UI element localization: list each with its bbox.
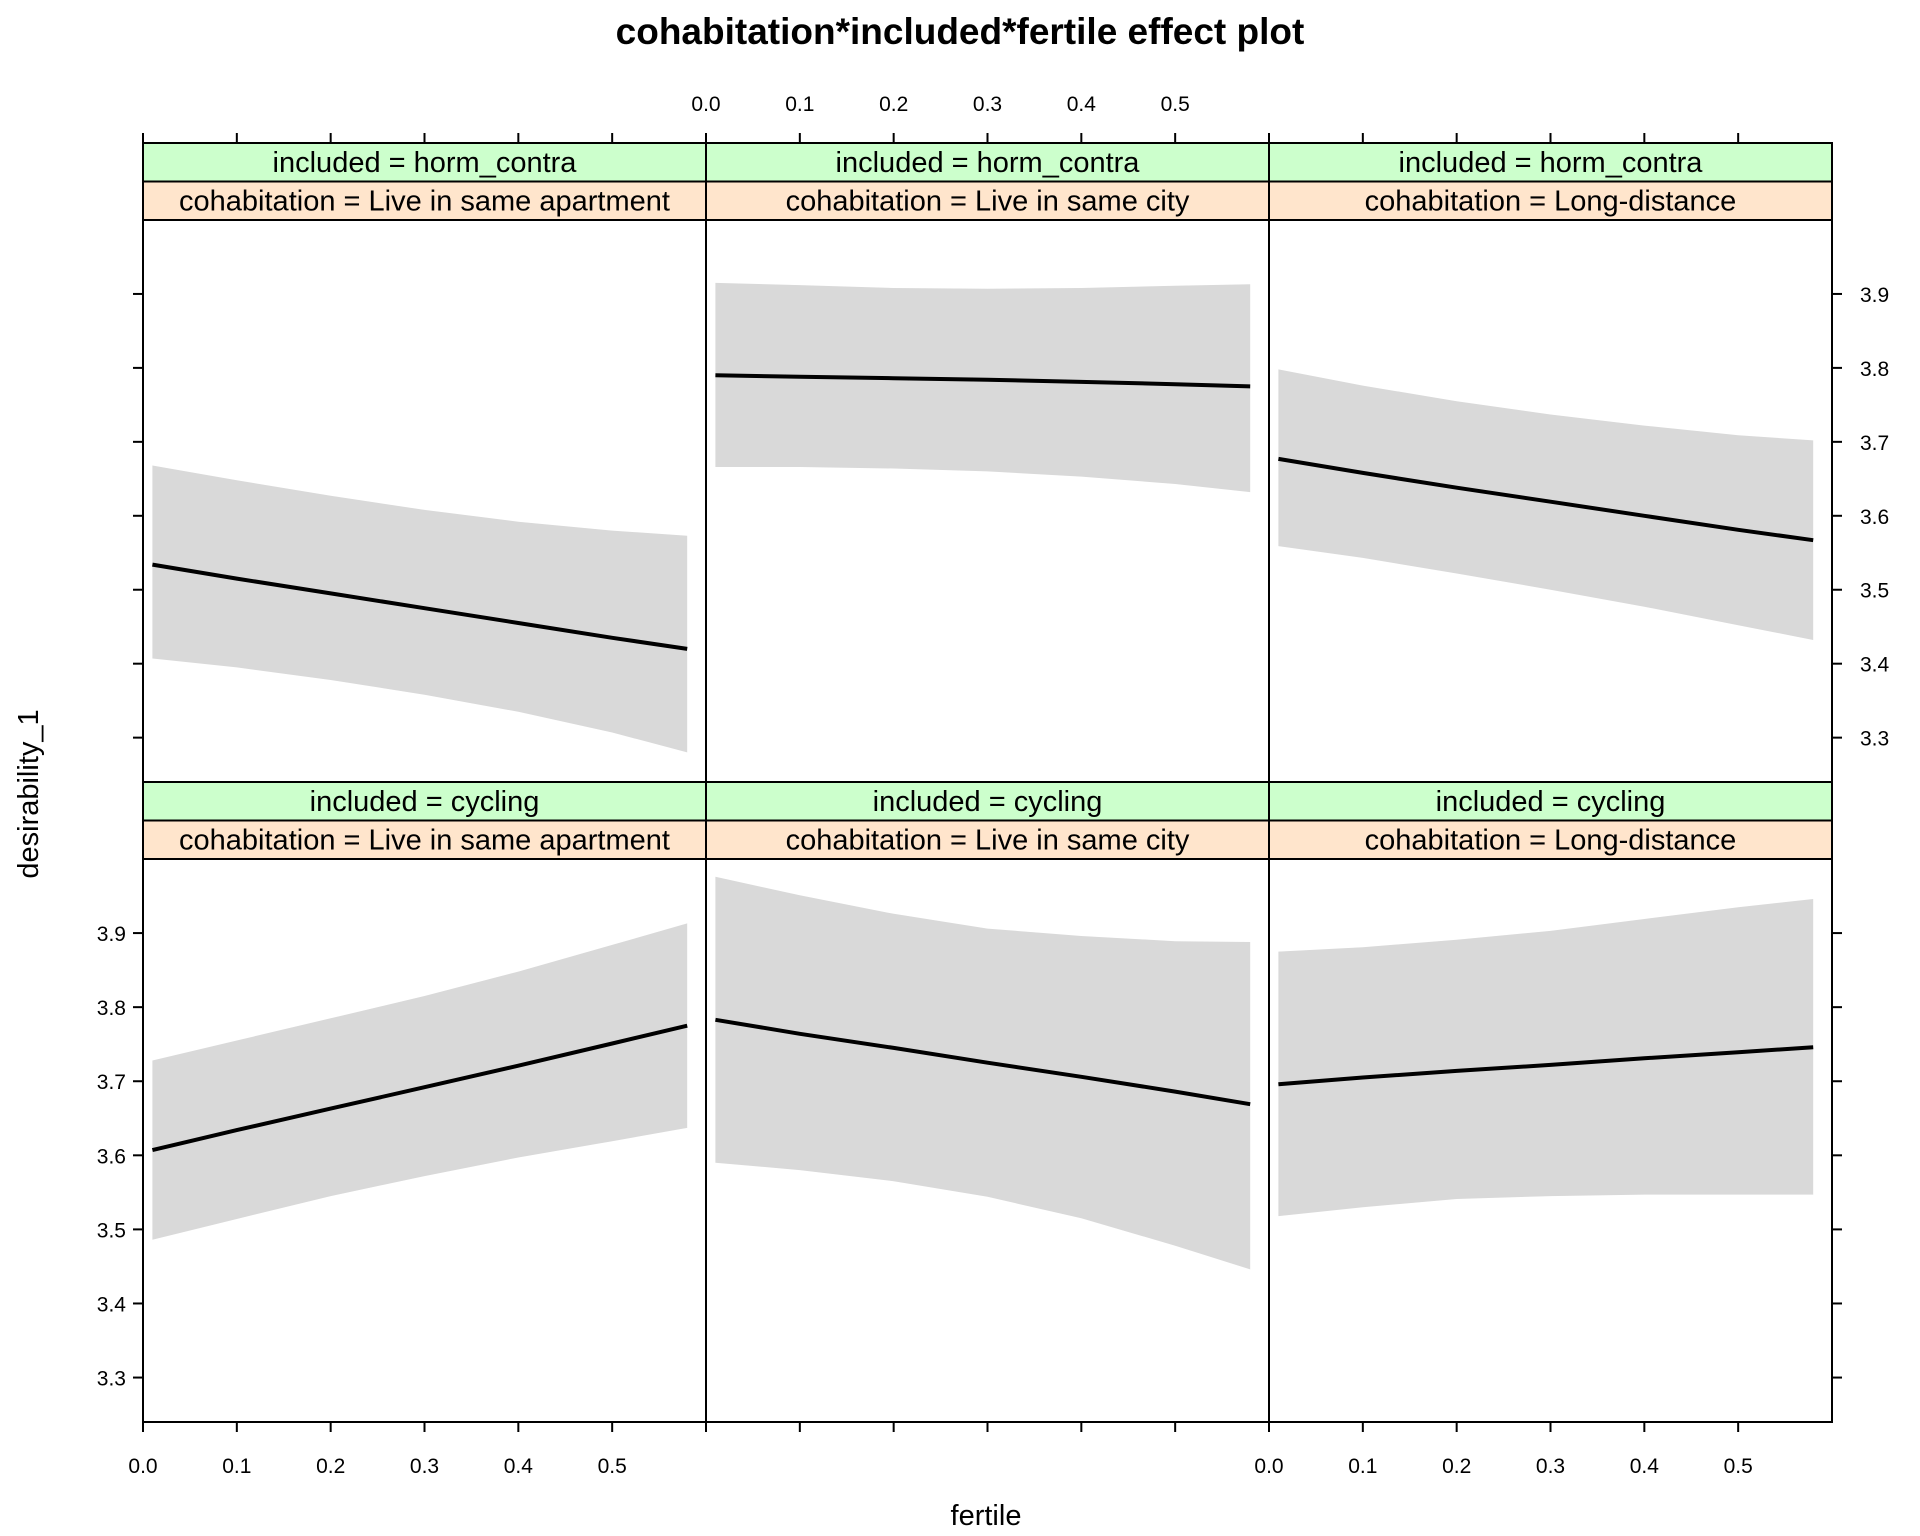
y-tick-label-left: 3.3 bbox=[97, 1368, 126, 1391]
y-tick-label-left: 3.4 bbox=[97, 1293, 127, 1316]
panel-2: included = horm_contra cohabitation = Liv… bbox=[705, 142, 1270, 783]
strip-included bbox=[1268, 142, 1833, 183]
x-tick-label-bottom: 0.2 bbox=[1442, 1455, 1471, 1478]
strip-cohabitation-label: cohabitation = Long-distance bbox=[1365, 825, 1737, 857]
y-tick-label-right: 3.9 bbox=[1860, 284, 1889, 307]
y-tick-label-right: 3.7 bbox=[1860, 432, 1889, 455]
x-tick-label-bottom: 0.5 bbox=[1724, 1455, 1753, 1478]
x-tick-label-bottom: 0.3 bbox=[1536, 1455, 1565, 1478]
strip-included-label: included = horm_contra bbox=[273, 147, 578, 179]
y-tick-label-left: 3.7 bbox=[97, 1071, 126, 1094]
x-tick-label-bottom: 0.0 bbox=[128, 1455, 157, 1478]
fit-line bbox=[715, 373, 1251, 389]
x-tick-label-top: 0.4 bbox=[1067, 93, 1097, 116]
strip-cohabitation-label: cohabitation = Long-distance bbox=[1365, 186, 1737, 218]
fit-line bbox=[152, 562, 688, 651]
strip-cohabitation bbox=[705, 819, 1270, 860]
y-tick-label-right: 3.8 bbox=[1860, 358, 1889, 381]
x-axis-label: fertile bbox=[951, 1500, 1022, 1532]
strip-included-label: included = horm_contra bbox=[1399, 147, 1704, 179]
fit-line bbox=[715, 1017, 1251, 1107]
x-tick-label-bottom: 0.2 bbox=[316, 1455, 345, 1478]
x-tick-label-top: 0.3 bbox=[973, 93, 1002, 116]
strip-cohabitation-label: cohabitation = Live in same city bbox=[786, 186, 1190, 218]
panel-5: included = cycling cohabitation = Live in… bbox=[705, 781, 1270, 1423]
y-tick-label-right: 3.3 bbox=[1860, 728, 1889, 751]
y-tick-label-right: 3.5 bbox=[1860, 580, 1889, 603]
panels-group: included = horm_contra cohabitation = Liv… bbox=[142, 142, 1833, 1423]
y-axis-label: desirability_1 bbox=[13, 709, 45, 878]
y-tick-label-right: 3.4 bbox=[1860, 654, 1890, 677]
y-tick-label-right: 3.6 bbox=[1860, 506, 1889, 529]
confidence-band bbox=[715, 876, 1251, 1270]
x-tick-label-bottom: 0.5 bbox=[598, 1455, 627, 1478]
y-tick-label-left: 3.8 bbox=[97, 997, 126, 1020]
strip-included-label: included = horm_contra bbox=[836, 147, 1141, 179]
x-tick-label-top: 0.5 bbox=[1161, 93, 1190, 116]
fit-line bbox=[1278, 456, 1814, 543]
y-tick-label-left: 3.5 bbox=[97, 1219, 126, 1242]
fit-line bbox=[151, 1023, 688, 1153]
panel-4: included = cycling cohabitation = Live in… bbox=[142, 781, 707, 1423]
panel-6: included = cycling cohabitation = Long-di… bbox=[1268, 781, 1833, 1423]
x-tick-label-bottom: 0.4 bbox=[504, 1455, 534, 1478]
strip-cohabitation-label: cohabitation = Live in same apartment bbox=[179, 186, 670, 218]
panel-1: included = horm_contra cohabitation = Liv… bbox=[142, 142, 707, 783]
confidence-band bbox=[152, 923, 688, 1240]
fit-line bbox=[1278, 1045, 1814, 1087]
chart-title: cohabitation*included*fertile effect plo… bbox=[616, 11, 1305, 52]
confidence-band bbox=[1278, 899, 1814, 1217]
x-tick-label-bottom: 0.4 bbox=[1630, 1455, 1660, 1478]
x-tick-label-bottom: 0.0 bbox=[1254, 1455, 1283, 1478]
axes-group: 0.0 0.1 0.2 0.3 0.4 0.5 0.0 0.1 0.2 0.3 0.4 0.5 0.0 0… bbox=[97, 93, 1890, 1478]
strip-cohabitation-label: cohabitation = Live in same city bbox=[786, 825, 1190, 857]
x-tick-label-top: 0.2 bbox=[879, 93, 908, 116]
strip-included-label: included = cycling bbox=[1436, 786, 1666, 818]
panel-3: included = horm_contra cohabitation = Lon… bbox=[1268, 142, 1833, 783]
confidence-band bbox=[1278, 369, 1814, 640]
x-tick-label-top: 0.0 bbox=[691, 93, 720, 116]
y-tick-label-left: 3.6 bbox=[97, 1145, 126, 1168]
strip-cohabitation bbox=[705, 180, 1270, 221]
strip-cohabitation-label: cohabitation = Live in same apartment bbox=[179, 825, 670, 857]
y-tick-label-left: 3.9 bbox=[97, 923, 126, 946]
x-tick-label-bottom: 0.1 bbox=[1348, 1455, 1377, 1478]
strip-included-label: included = cycling bbox=[310, 786, 540, 818]
confidence-band bbox=[715, 282, 1251, 493]
strip-cohabitation bbox=[1268, 180, 1833, 221]
x-tick-label-bottom: 0.3 bbox=[410, 1455, 439, 1478]
x-tick-label-top: 0.1 bbox=[785, 93, 814, 116]
strip-included-label: included = cycling bbox=[873, 786, 1103, 818]
x-tick-label-bottom: 0.1 bbox=[222, 1455, 251, 1478]
